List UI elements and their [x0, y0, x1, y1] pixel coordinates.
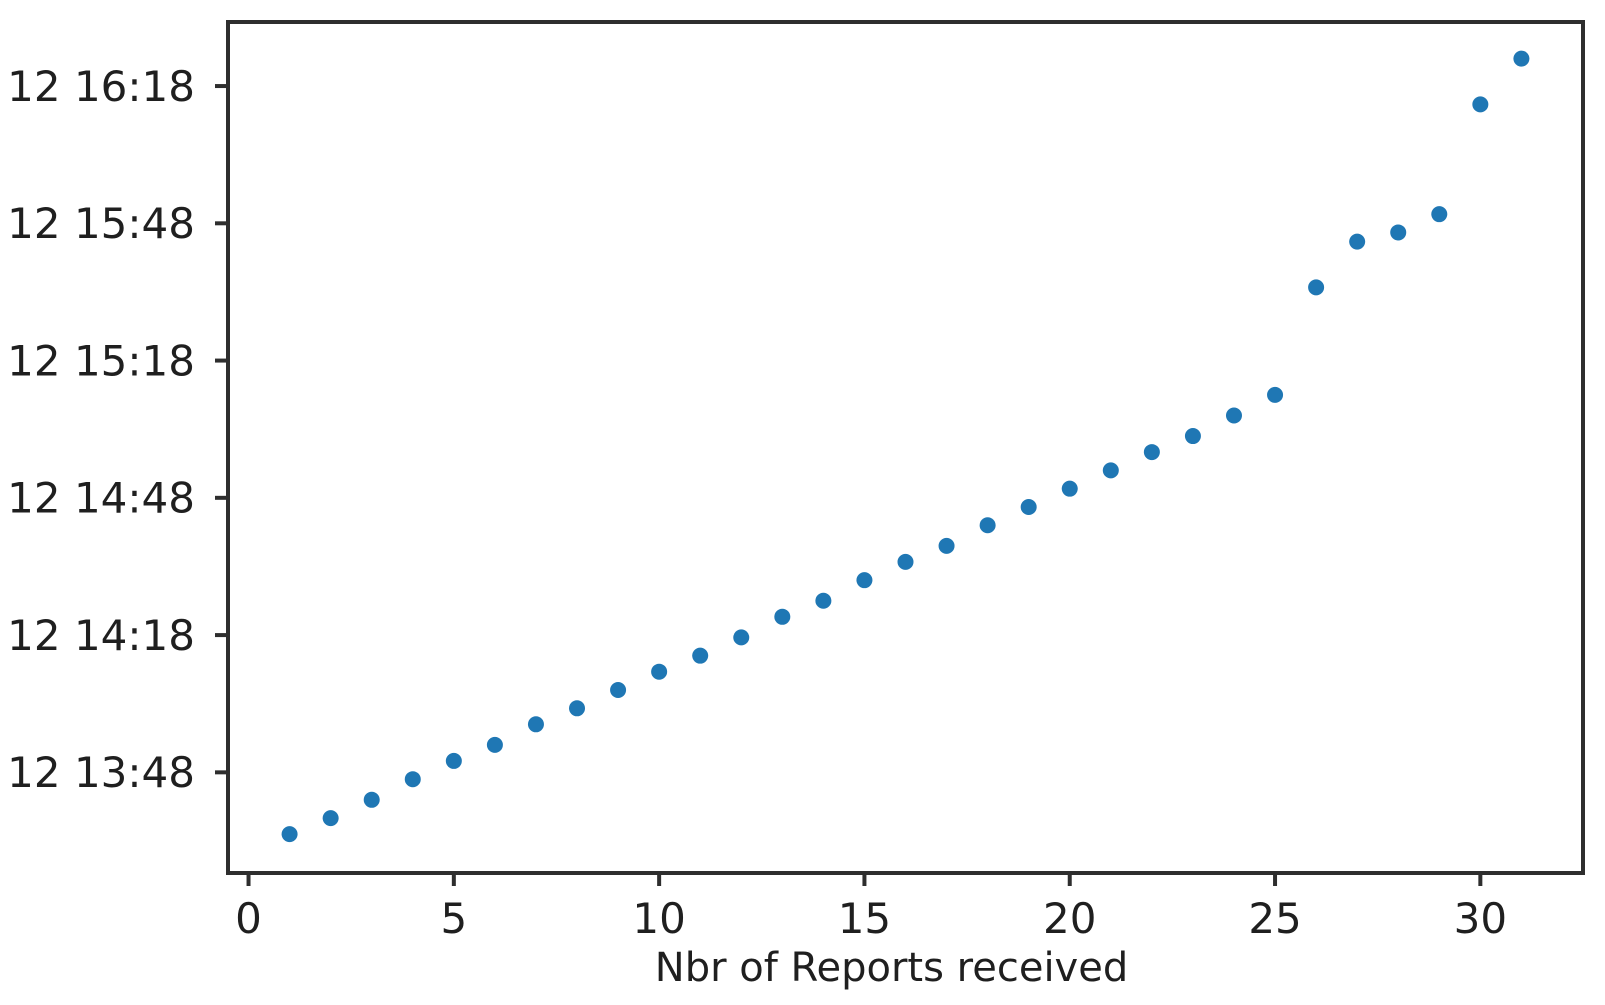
y-tick-label: 12 15:48: [7, 199, 195, 248]
data-point: [404, 771, 421, 788]
data-point: [527, 716, 544, 733]
data-point: [1267, 386, 1284, 403]
y-tick-label: 12 16:18: [7, 62, 195, 111]
x-tick-label: 15: [838, 894, 891, 943]
data-points: [281, 50, 1530, 843]
data-point: [610, 681, 627, 698]
data-point: [445, 752, 462, 769]
x-tick-label: 25: [1248, 894, 1301, 943]
data-point: [1102, 462, 1119, 479]
data-point: [1061, 480, 1078, 497]
data-point: [733, 629, 750, 646]
x-tick-label: 20: [1043, 894, 1096, 943]
data-point: [1349, 233, 1366, 250]
y-tick-label: 12 14:18: [7, 611, 195, 660]
data-point: [1308, 279, 1325, 296]
y-tick-label: 12 14:48: [7, 474, 195, 523]
y-tick-label: 12 13:48: [7, 748, 195, 797]
data-point: [1184, 428, 1201, 445]
x-tick-label: 5: [440, 894, 467, 943]
x-tick-label: 0: [235, 894, 262, 943]
data-point: [281, 826, 298, 843]
data-point: [1390, 224, 1407, 241]
data-point: [569, 700, 586, 717]
x-axis-label: Nbr of Reports received: [655, 945, 1128, 991]
plot-area-border: [226, 20, 1585, 875]
data-point: [486, 736, 503, 753]
data-point: [1513, 50, 1530, 67]
y-axis: 12 13:48 12 14:18 12 14:48 12 15:18 12 15:48…: [7, 62, 228, 797]
data-point: [774, 608, 791, 625]
data-point: [938, 537, 955, 554]
data-point: [897, 553, 914, 570]
data-point: [1225, 407, 1242, 424]
y-tick-label: 12 15:18: [7, 336, 195, 385]
x-tick-label: 10: [632, 894, 685, 943]
x-axis: 0 5 10 15 20 25 30: [235, 873, 1507, 943]
data-point: [363, 791, 380, 808]
data-point: [815, 592, 832, 609]
data-point: [856, 572, 873, 589]
data-point: [322, 810, 339, 827]
data-point: [651, 663, 668, 680]
data-point: [1472, 96, 1489, 113]
x-tick-label: 30: [1454, 894, 1507, 943]
data-point: [979, 517, 996, 534]
data-point: [1431, 206, 1448, 223]
data-point: [692, 647, 709, 664]
data-point: [1143, 444, 1160, 461]
data-point: [1020, 498, 1037, 515]
